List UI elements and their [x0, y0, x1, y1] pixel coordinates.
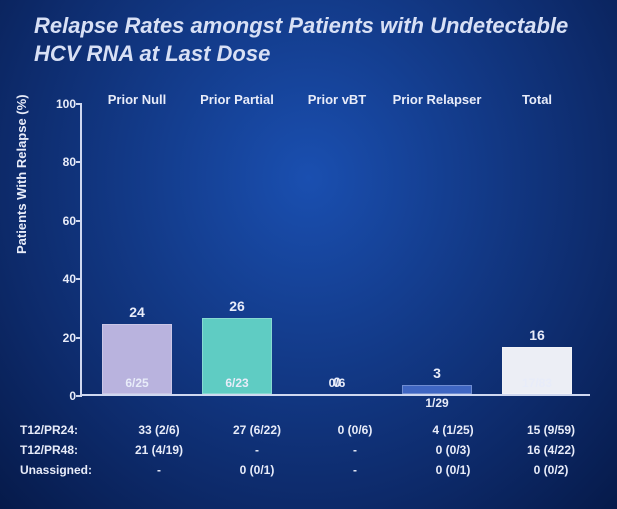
table-cell: 0 (0/6): [306, 423, 404, 437]
table-cell: 21 (4/19): [110, 443, 208, 457]
y-tick-mark: [76, 161, 82, 163]
y-tick: 40: [42, 272, 76, 286]
bar-fraction: 6/25: [102, 376, 172, 390]
bar-fraction: 6/23: [202, 376, 272, 390]
y-tick: 0: [42, 389, 76, 403]
y-axis-label: Patients With Relapse (%): [14, 94, 29, 254]
bar-fraction: 0/6: [302, 376, 372, 390]
table-row: T12/PR24:33 (2/6)27 (6/22)0 (0/6)4 (1/25…: [18, 420, 600, 440]
table-cell: 4 (1/25): [404, 423, 502, 437]
data-table: T12/PR24:33 (2/6)27 (6/22)0 (0/6)4 (1/25…: [18, 420, 600, 480]
row-label: T12/PR24:: [18, 423, 110, 437]
y-tick: 60: [42, 214, 76, 228]
table-cell: -: [306, 443, 404, 457]
table-cell: 0 (0/3): [404, 443, 502, 457]
category-label: Total: [487, 92, 587, 107]
y-tick-mark: [76, 337, 82, 339]
table-cell: 0 (0/1): [404, 463, 502, 477]
table-row: T12/PR48:21 (4/19)--0 (0/3)16 (4/22): [18, 440, 600, 460]
table-cell: 0 (0/2): [502, 463, 600, 477]
y-tick: 80: [42, 155, 76, 169]
relapse-bar-chart: Patients With Relapse (%) 020406080100Pr…: [18, 94, 600, 414]
table-cell: 33 (2/6): [110, 423, 208, 437]
bar-value: 16: [502, 327, 572, 343]
chart-plot-area: 020406080100Prior Null246/25Prior Partia…: [80, 104, 590, 396]
table-cell: -: [208, 443, 306, 457]
bar-value: 24: [102, 304, 172, 320]
table-cell: 15 (9/59): [502, 423, 600, 437]
category-label: Prior Null: [87, 92, 187, 107]
y-tick: 100: [42, 97, 76, 111]
y-tick-mark: [76, 278, 82, 280]
table-row: Unassigned:-0 (0/1)-0 (0/1)0 (0/2): [18, 460, 600, 480]
category-label: Prior Partial: [187, 92, 287, 107]
table-cell: 0 (0/1): [208, 463, 306, 477]
row-label: Unassigned:: [18, 463, 110, 477]
table-cell: -: [306, 463, 404, 477]
y-tick-mark: [76, 220, 82, 222]
slide-title: Relapse Rates amongst Patients with Unde…: [34, 12, 594, 67]
category-label: Prior Relapser: [387, 92, 487, 107]
table-cell: -: [110, 463, 208, 477]
row-label: T12/PR48:: [18, 443, 110, 457]
y-tick-mark: [76, 395, 82, 397]
bar-value: 26: [202, 298, 272, 314]
table-cell: 16 (4/22): [502, 443, 600, 457]
bar-fraction: 1/29: [402, 396, 472, 410]
table-cell: 27 (6/22): [208, 423, 306, 437]
y-tick: 20: [42, 331, 76, 345]
bar-value: 3: [402, 365, 472, 381]
bar-rect: [402, 385, 472, 394]
category-label: Prior vBT: [287, 92, 387, 107]
bar-fraction: 17/83: [502, 376, 572, 390]
y-tick-mark: [76, 103, 82, 105]
